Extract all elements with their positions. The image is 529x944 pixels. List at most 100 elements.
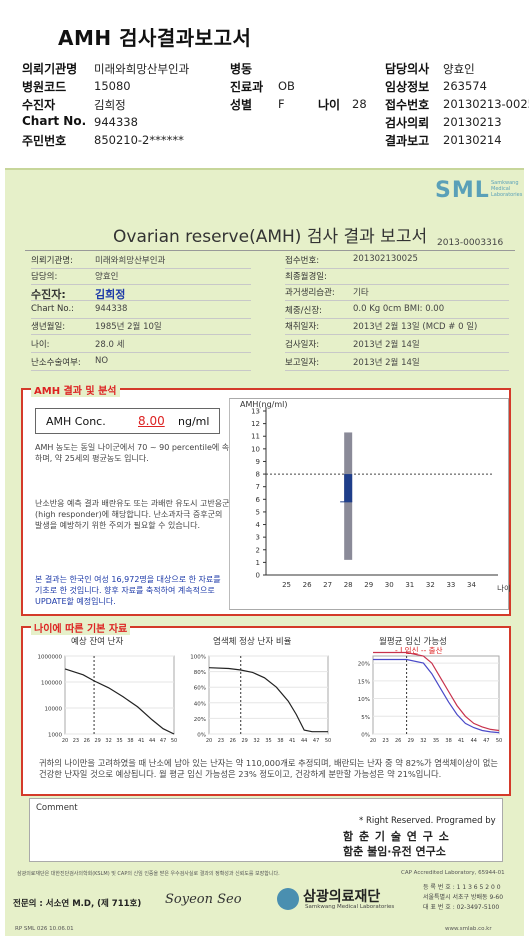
x-tick-label: 25 <box>282 581 291 589</box>
x-tick-label: 20 <box>370 738 376 744</box>
header-label: 검사의뢰 <box>385 116 430 130</box>
y-tick-label: 20% <box>358 662 370 668</box>
x-tick-label: 41 <box>289 738 295 744</box>
x-tick-label: 38 <box>277 738 283 744</box>
info-value: 1985년 2월 10일 <box>95 322 162 332</box>
y-tick-label: 5 <box>256 508 260 516</box>
y-tick-label: 0% <box>197 733 206 739</box>
y-tick-label: 10% <box>358 697 370 703</box>
y-tick-label: 12 <box>251 420 260 428</box>
x-tick-label: 47 <box>313 738 319 744</box>
amh-analysis-box: AMH 결과 및 분석 AMH Conc. 8.00 ng/ml AMH 농도는… <box>21 382 511 616</box>
header-label: 결과보고 <box>385 134 430 148</box>
x-tick-label: 26 <box>395 738 401 744</box>
y-tick-label: 4 <box>256 521 261 529</box>
y-tick-label: 0 <box>256 572 260 580</box>
x-tick-label: 34 <box>467 581 476 589</box>
x-tick-label: 20 <box>62 738 68 744</box>
specialist-name: 전문의 : 서소연 M.D, (제 711호) <box>13 899 142 909</box>
y-tick-label: 100000 <box>41 681 62 687</box>
info-label: 접수번호: <box>285 256 320 266</box>
header-value: 20130213-0025 <box>443 97 529 111</box>
x-tick-label: 23 <box>73 738 79 744</box>
info-value: 2013년 2월 14일 <box>353 358 420 368</box>
header-label: 병동 <box>230 62 253 76</box>
info-label: 수진자: <box>31 288 66 301</box>
info-value: 28.0 세 <box>95 340 125 350</box>
header-value: 850210-2****** <box>94 133 184 147</box>
doc-number: 2013-0003316 <box>437 238 504 248</box>
ovarian-response-text: 난소반응 예측 결과 배란유도 또는 과배란 유도시 고반응군 (high re… <box>35 499 230 530</box>
x-tick-label: 35 <box>433 738 439 744</box>
website: www.smlab.co.kr <box>445 926 492 932</box>
y-tick-label: 100% <box>190 655 206 661</box>
logo-subtitle: Samkwang Medical Laboratories <box>491 180 523 198</box>
x-tick-label: 32 <box>420 738 426 744</box>
series-line <box>64 668 175 735</box>
x-tick-label: 44 <box>471 738 477 744</box>
header-value: 20130214 <box>443 133 502 147</box>
header-value: 15080 <box>94 79 131 93</box>
x-tick-label: 38 <box>127 738 133 744</box>
x-tick-label: 35 <box>265 738 271 744</box>
x-tick-label: 27 <box>323 581 332 589</box>
y-tick-label: 11 <box>251 433 260 441</box>
x-tick-label: 41 <box>138 738 144 744</box>
page-title: AMH 검사결과보고서 <box>58 26 252 50</box>
header-label: 접수번호 <box>385 98 430 112</box>
info-label: 과거생리습관: <box>285 288 335 298</box>
header-value: F <box>278 97 285 111</box>
org-name-1: 함 춘 기 술 연 구 소 <box>343 830 450 843</box>
sml-logo: SML <box>435 178 490 203</box>
amh-conc-box: AMH Conc. 8.00 ng/ml <box>35 408 220 434</box>
header-value: 944338 <box>94 115 138 129</box>
header-value: 28 <box>352 97 367 111</box>
info-value: 기타 <box>353 288 369 298</box>
info-value: 2013년 2월 14일 <box>353 340 420 350</box>
registration-number: 등 록 번 호 : 1 1 3 6 5 2 0 0 <box>423 884 501 891</box>
x-tick-label: 50 <box>171 738 177 744</box>
amh-chart-title: AMH(ng/ml) <box>240 400 288 409</box>
accreditation-note: 삼광의료재단은 대한진단검사의학회(KSLM) 및 CAP의 신임 인증을 받은… <box>17 871 280 877</box>
foundation-name: 삼광의료재단 <box>303 889 381 905</box>
series-line <box>373 651 500 732</box>
y-tick-label: 1000 <box>48 733 62 739</box>
y-tick-label: 1 <box>256 559 260 567</box>
signature: Soyeon Seo <box>165 892 242 907</box>
x-tick-label: 29 <box>242 738 248 744</box>
amh-section-heading: AMH 결과 및 분석 <box>31 382 120 397</box>
amh-conc-value: 8.00 <box>138 414 165 428</box>
info-label: 의뢰기관명: <box>31 256 73 266</box>
x-tick-label: 50 <box>325 738 331 744</box>
info-label: 채취일자: <box>285 322 320 332</box>
header-label: 담당의사 <box>385 62 430 76</box>
y-tick-label: 10 <box>251 445 260 453</box>
y-tick-label: 2 <box>256 546 260 554</box>
pregnancy-chance-chart: 0% 5% 10% 15% 20% 20 23 26 29 32 35 38 41 44 47 50 <box>358 651 502 744</box>
x-tick-label: 32 <box>426 581 435 589</box>
header-label: 진료과 <box>230 80 264 94</box>
y-tick-label: 6 <box>256 496 261 504</box>
y-tick-label: 13 <box>251 408 260 416</box>
x-tick-label: 29 <box>95 738 101 744</box>
info-value: 0.0 Kg 0cm BMI: 0.00 <box>353 304 445 314</box>
org-name-2: 함춘 불임·유전 연구소 <box>343 845 446 858</box>
report-title: Ovarian reserve(AMH) 검사 결과 보고서 <box>113 227 428 247</box>
y-tick-label: 10000 <box>45 707 63 713</box>
x-axis-label: 나이 <box>497 583 510 593</box>
header-value: 263574 <box>443 79 487 93</box>
y-tick-label: 9 <box>256 458 260 466</box>
info-label: 난소수술여부: <box>31 358 81 368</box>
normal-chromosome-chart: 0% 20% 40% 60% 80% 100% 20 23 26 29 32 35 38 41 44 47 50 <box>190 655 331 745</box>
y-tick-label: 40% <box>194 701 206 707</box>
info-label: 검사일자: <box>285 340 320 350</box>
info-label: Chart No.: <box>31 304 75 314</box>
foundation-logo-icon <box>277 888 299 910</box>
comment-box: Comment <box>29 798 503 862</box>
info-label: 보고일자: <box>285 358 320 368</box>
info-label: 생년월일: <box>31 322 66 332</box>
series-line <box>208 667 328 733</box>
highlight-bar <box>344 474 353 502</box>
chart2-title: 염색체 정상 난자 비율 <box>213 637 292 647</box>
